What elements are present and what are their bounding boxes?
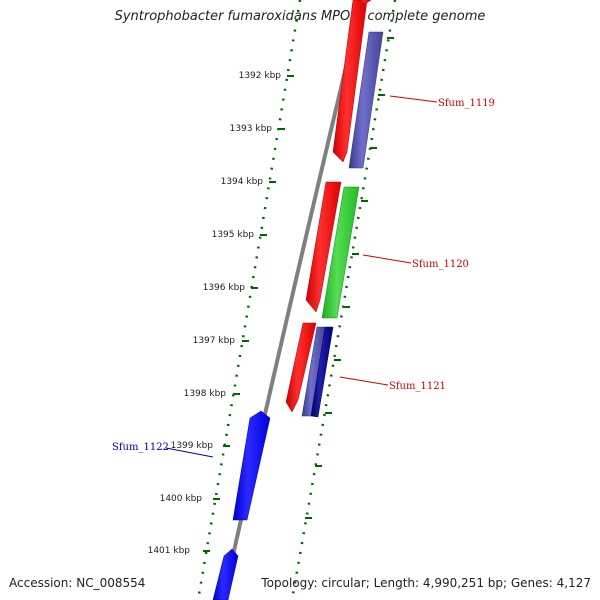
cds-feature[interactable] — [305, 181, 342, 313]
gene-label-leader — [165, 447, 214, 458]
gene-label-leader — [362, 254, 412, 264]
gene-label-leader — [339, 376, 389, 386]
outer-ruler-ticks — [305, 37, 394, 519]
gene-label-leader — [389, 95, 438, 103]
genome-summary-text: Topology: circular; Length: 4,990,251 bp… — [261, 576, 591, 590]
cds-feature[interactable] — [285, 322, 317, 413]
tick-label: 1401 kbp — [148, 546, 191, 556]
tick-label: 1394 kbp — [221, 177, 264, 187]
tick-label: 1392 kbp — [239, 71, 282, 81]
tick-label: 1398 kbp — [184, 389, 227, 399]
tick-label: 1397 kbp — [193, 336, 236, 346]
tick-label: 1393 kbp — [230, 124, 273, 134]
gene-label-sfum-1122[interactable]: Sfum_1122 — [112, 442, 169, 453]
orf-feature[interactable] — [348, 31, 384, 169]
orf-feature[interactable] — [321, 186, 360, 319]
cds-feature[interactable] — [212, 548, 239, 600]
gene-label-sfum-1120[interactable]: Sfum_1120 — [412, 259, 469, 270]
gene-label-sfum-1119[interactable]: Sfum_1119 — [438, 98, 495, 109]
tick-label: 1395 kbp — [212, 230, 255, 240]
inner-ruler-ticks — [203, 75, 294, 552]
tick-label: 1400 kbp — [160, 494, 203, 504]
orf-feature[interactable] — [310, 326, 334, 418]
accession-text: Accession: NC_008554 — [9, 576, 146, 590]
tick-label: 1399 kbp — [171, 441, 214, 451]
cds-feature[interactable] — [332, 0, 368, 163]
cds-feature[interactable] — [232, 410, 271, 521]
tick-labels: 1392 kbp 1393 kbp 1394 kbp 1395 kbp 1396… — [148, 71, 282, 556]
cds-feature[interactable] — [357, 0, 372, 5]
gene-label-sfum-1121[interactable]: Sfum_1121 — [389, 381, 446, 392]
tick-label: 1396 kbp — [203, 283, 246, 293]
